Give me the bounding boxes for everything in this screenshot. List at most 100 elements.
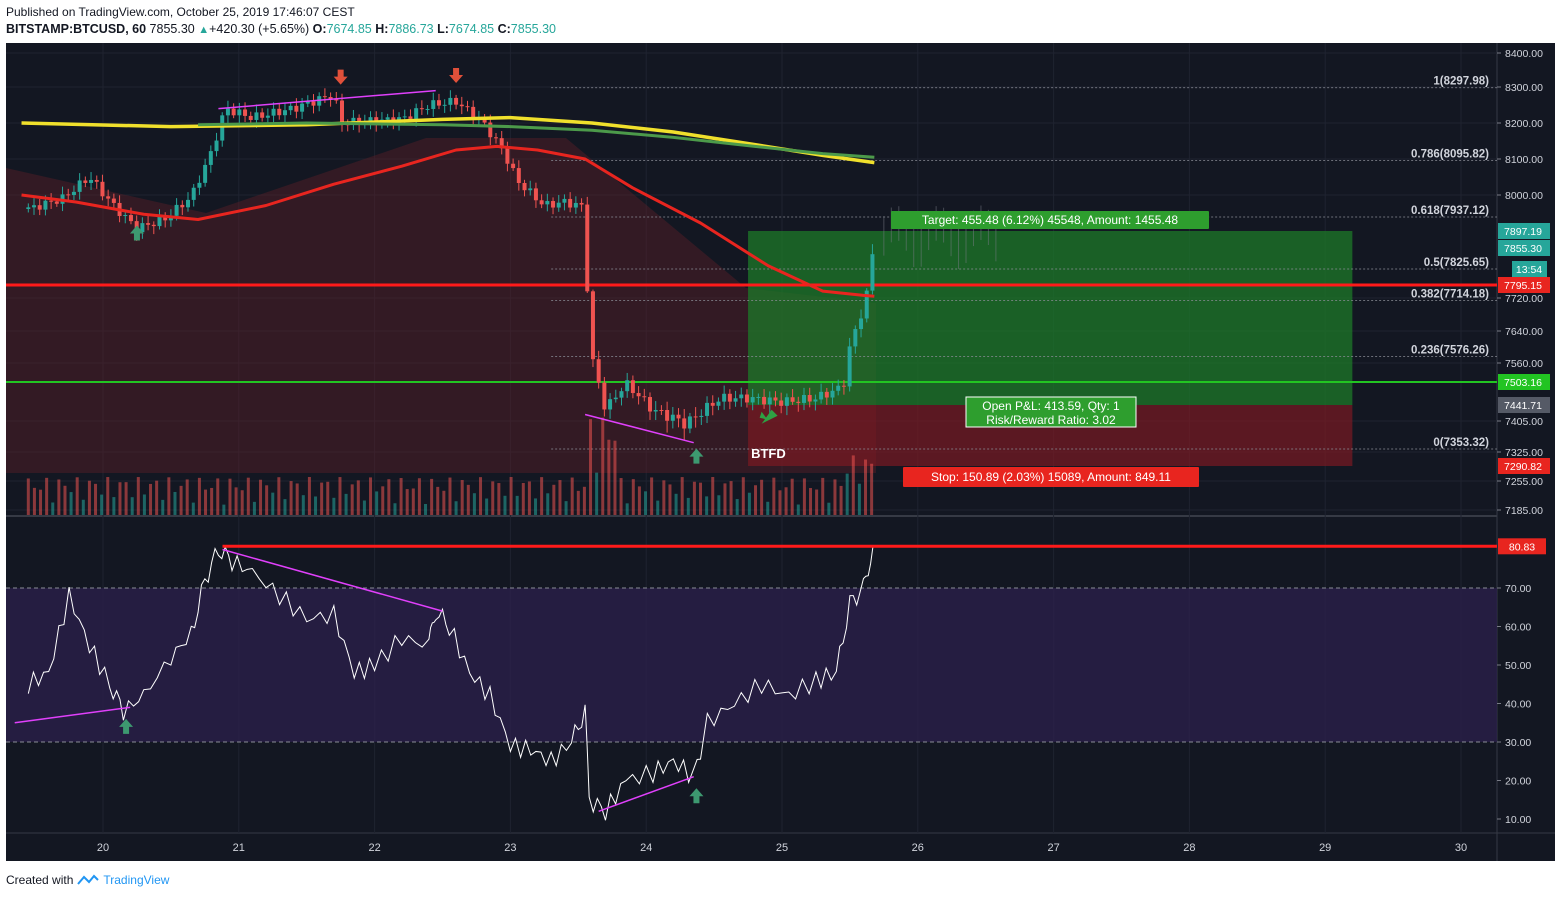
up-arrow-icon <box>689 788 704 804</box>
candle-body <box>653 409 658 412</box>
volume-bar <box>656 500 660 515</box>
volume-bar <box>796 504 800 515</box>
volume-bar <box>735 499 739 515</box>
volume-bar <box>417 478 421 515</box>
volume-bar <box>87 480 91 515</box>
volume-bar <box>222 504 226 515</box>
volume-bar <box>692 481 696 515</box>
volume-bar <box>100 494 104 515</box>
y-tick-label: 7720.00 <box>1505 293 1543 305</box>
candle-body <box>431 100 436 109</box>
candle-body <box>505 148 510 164</box>
candle-body <box>836 385 841 391</box>
volume-bar <box>741 477 745 515</box>
candle-body <box>562 198 567 203</box>
volume-bar <box>356 480 360 515</box>
volume-bar <box>778 490 782 515</box>
candle-body <box>545 201 550 205</box>
candle-body <box>630 380 635 394</box>
stop-label-box <box>903 467 1199 487</box>
candle-body <box>231 108 236 116</box>
countdown-tag <box>1512 261 1547 277</box>
rsi-band <box>6 588 1497 742</box>
x-tick-label: 29 <box>1319 842 1331 854</box>
volume-bar <box>155 480 159 515</box>
volume-bar <box>503 495 507 515</box>
candle-body <box>465 106 470 108</box>
symbol-label: BITSTAMP:BTCUSD, 60 <box>6 22 147 36</box>
candle-body <box>716 401 721 406</box>
volume-bar <box>57 479 61 515</box>
volume-bar <box>644 491 648 515</box>
candle-body <box>773 397 778 401</box>
x-tick-label: 26 <box>912 842 924 854</box>
x-tick-label: 21 <box>233 842 245 854</box>
rsi-trendline-3 <box>598 775 694 813</box>
price-tag <box>1498 374 1550 390</box>
candle-body <box>140 223 145 233</box>
candle-body <box>459 104 464 107</box>
volume-bar <box>809 488 813 515</box>
fib-level-label: 0.618(7937.12) <box>1411 205 1489 217</box>
candle-body <box>767 397 772 405</box>
price-axis-bg <box>1497 43 1555 861</box>
candle-body <box>43 200 48 210</box>
volume-bar <box>509 477 513 515</box>
price-tag-label: 7897.19 <box>1504 226 1542 238</box>
candle-body <box>533 188 538 201</box>
candle-body <box>779 400 784 406</box>
volume-bar <box>650 477 654 515</box>
price-trendline-top <box>218 89 436 110</box>
price-tag-label: 7795.15 <box>1504 280 1542 292</box>
volume-bar <box>839 485 843 515</box>
volume-bar <box>540 477 544 515</box>
y-tick-label: 8100.00 <box>1505 154 1543 166</box>
candle-body <box>237 109 242 116</box>
candle-body <box>762 396 767 405</box>
pnl-label: Open P&L: 413.59, Qty: 1 <box>982 399 1120 413</box>
volume-bar <box>424 503 428 515</box>
chart-canvas[interactable]: 20 21 22 23 24 25 26 27 28 29 30 8400.00 8300.00 8200… <box>6 43 1555 861</box>
candle-body <box>682 418 687 429</box>
candle-body <box>847 346 852 387</box>
volume-bar <box>833 479 837 515</box>
volume-bar <box>234 487 238 515</box>
tradingview-brand[interactable]: TradingView <box>103 873 170 887</box>
volume-bar <box>51 502 55 515</box>
volume-bar <box>534 498 538 515</box>
candle-body <box>494 137 499 139</box>
volume-bar <box>448 477 452 515</box>
candle-body <box>54 201 59 204</box>
candle-body <box>648 397 653 412</box>
volume-bar <box>754 485 758 515</box>
low-label: L: <box>437 22 449 36</box>
volume-bar <box>436 486 440 515</box>
up-arrow-icon: ▲ <box>198 24 210 36</box>
rsi-tick-label: 10.00 <box>1505 814 1531 826</box>
candle-body <box>146 223 151 225</box>
candle-body <box>83 180 88 183</box>
volume-bar <box>381 486 385 515</box>
volume-bar <box>680 477 684 515</box>
candle-body <box>796 401 801 403</box>
candle-body <box>385 117 390 120</box>
candle-body <box>625 380 630 392</box>
volume-bar <box>442 490 446 515</box>
volume-bar <box>399 478 403 515</box>
chart-area[interactable]: 20 21 22 23 24 25 26 27 28 29 30 8400.00 8300.00 8200… <box>6 43 1555 861</box>
x-tick-label: 22 <box>368 842 380 854</box>
fib-level-label: 0.786(8095.82) <box>1411 149 1489 161</box>
price-tag <box>1498 277 1550 293</box>
volume-bar <box>124 482 128 515</box>
candle-body <box>408 116 413 119</box>
volume-bar <box>307 477 311 515</box>
candle-body <box>225 108 230 116</box>
candle-body <box>180 204 185 208</box>
candle-body <box>300 103 305 112</box>
volume-bar <box>265 485 269 515</box>
fib-level-label: 0.5(7825.65) <box>1424 257 1489 269</box>
tradingview-logo-icon <box>77 874 100 885</box>
candle-body <box>322 96 327 98</box>
volume-bar <box>338 477 342 515</box>
volume-bar <box>106 477 110 515</box>
